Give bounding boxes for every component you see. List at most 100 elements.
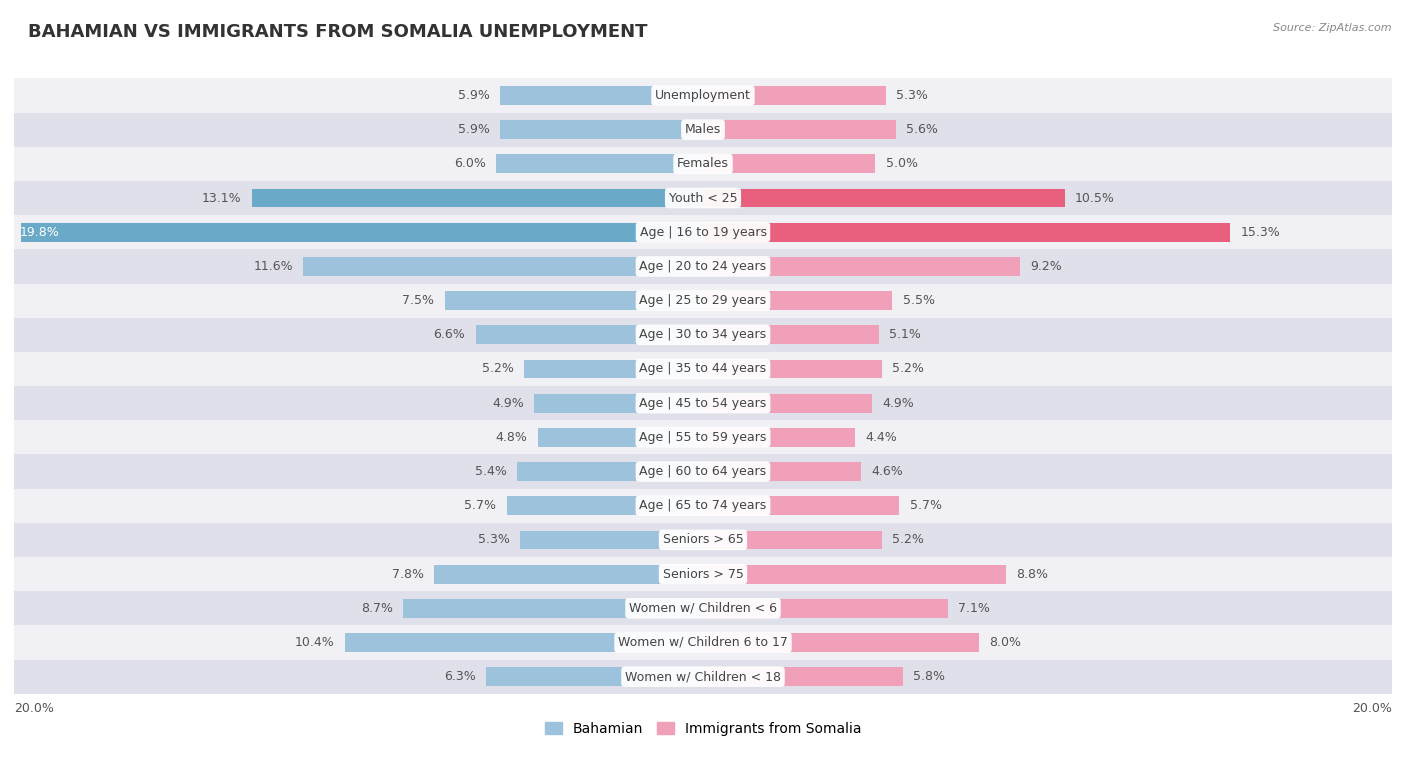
Bar <box>14 454 1392 488</box>
Text: Seniors > 65: Seniors > 65 <box>662 534 744 547</box>
Bar <box>703 599 948 618</box>
Text: 11.6%: 11.6% <box>253 260 292 273</box>
Text: 8.8%: 8.8% <box>1017 568 1049 581</box>
Bar <box>703 120 896 139</box>
Bar <box>14 79 1392 113</box>
Text: Women w/ Children 6 to 17: Women w/ Children 6 to 17 <box>619 636 787 649</box>
Text: BAHAMIAN VS IMMIGRANTS FROM SOMALIA UNEMPLOYMENT: BAHAMIAN VS IMMIGRANTS FROM SOMALIA UNEM… <box>28 23 648 41</box>
Bar <box>14 420 1392 454</box>
Text: 4.8%: 4.8% <box>495 431 527 444</box>
Bar <box>14 147 1392 181</box>
Bar <box>444 291 703 310</box>
Bar <box>304 257 703 276</box>
Bar <box>14 557 1392 591</box>
Text: 13.1%: 13.1% <box>202 192 242 204</box>
Bar <box>475 326 703 344</box>
Bar <box>14 249 1392 284</box>
Bar <box>703 667 903 686</box>
Bar <box>14 625 1392 659</box>
Bar <box>537 428 703 447</box>
Text: 6.3%: 6.3% <box>444 670 475 683</box>
Text: Source: ZipAtlas.com: Source: ZipAtlas.com <box>1274 23 1392 33</box>
Text: Women w/ Children < 6: Women w/ Children < 6 <box>628 602 778 615</box>
Text: 15.3%: 15.3% <box>1240 226 1279 238</box>
Text: Age | 55 to 59 years: Age | 55 to 59 years <box>640 431 766 444</box>
Bar <box>21 223 703 241</box>
Text: Age | 45 to 54 years: Age | 45 to 54 years <box>640 397 766 410</box>
Text: Females: Females <box>678 157 728 170</box>
Text: Age | 25 to 29 years: Age | 25 to 29 years <box>640 294 766 307</box>
Text: 8.0%: 8.0% <box>988 636 1021 649</box>
Text: 7.8%: 7.8% <box>392 568 425 581</box>
Bar <box>703 462 862 481</box>
Text: 5.3%: 5.3% <box>896 89 928 102</box>
Text: 10.4%: 10.4% <box>295 636 335 649</box>
Text: Age | 35 to 44 years: Age | 35 to 44 years <box>640 363 766 375</box>
Bar <box>14 215 1392 249</box>
Text: Age | 20 to 24 years: Age | 20 to 24 years <box>640 260 766 273</box>
Text: Age | 60 to 64 years: Age | 60 to 64 years <box>640 465 766 478</box>
Bar <box>14 318 1392 352</box>
Bar <box>344 633 703 652</box>
Bar <box>703 497 900 515</box>
Bar <box>703 633 979 652</box>
Bar <box>703 188 1064 207</box>
Bar <box>703 291 893 310</box>
Text: 7.1%: 7.1% <box>957 602 990 615</box>
Bar <box>499 120 703 139</box>
Text: 6.6%: 6.6% <box>433 329 465 341</box>
Text: 5.6%: 5.6% <box>907 123 938 136</box>
Text: 5.2%: 5.2% <box>893 363 924 375</box>
Text: 9.2%: 9.2% <box>1031 260 1062 273</box>
Bar <box>252 188 703 207</box>
Text: Age | 16 to 19 years: Age | 16 to 19 years <box>640 226 766 238</box>
Text: 5.1%: 5.1% <box>889 329 921 341</box>
Text: 8.7%: 8.7% <box>361 602 392 615</box>
Bar <box>520 531 703 550</box>
Text: 5.0%: 5.0% <box>886 157 918 170</box>
Bar <box>703 86 886 105</box>
Bar <box>14 523 1392 557</box>
Bar <box>404 599 703 618</box>
Text: 5.8%: 5.8% <box>912 670 945 683</box>
Bar <box>434 565 703 584</box>
Bar <box>486 667 703 686</box>
Text: Age | 30 to 34 years: Age | 30 to 34 years <box>640 329 766 341</box>
Bar <box>496 154 703 173</box>
Bar <box>703 257 1019 276</box>
Text: 5.2%: 5.2% <box>893 534 924 547</box>
Legend: Bahamian, Immigrants from Somalia: Bahamian, Immigrants from Somalia <box>540 716 866 742</box>
Bar <box>517 462 703 481</box>
Text: 7.5%: 7.5% <box>402 294 434 307</box>
Text: Males: Males <box>685 123 721 136</box>
Text: 10.5%: 10.5% <box>1076 192 1115 204</box>
Text: 6.0%: 6.0% <box>454 157 486 170</box>
Text: 5.5%: 5.5% <box>903 294 935 307</box>
Bar <box>499 86 703 105</box>
Text: 5.7%: 5.7% <box>464 499 496 512</box>
Text: Age | 65 to 74 years: Age | 65 to 74 years <box>640 499 766 512</box>
Text: 5.7%: 5.7% <box>910 499 942 512</box>
Text: Women w/ Children < 18: Women w/ Children < 18 <box>626 670 780 683</box>
Text: 5.4%: 5.4% <box>475 465 506 478</box>
Bar <box>703 531 882 550</box>
Text: 4.9%: 4.9% <box>492 397 524 410</box>
Text: 5.3%: 5.3% <box>478 534 510 547</box>
Text: Seniors > 75: Seniors > 75 <box>662 568 744 581</box>
Text: 19.8%: 19.8% <box>20 226 59 238</box>
Text: 5.9%: 5.9% <box>457 123 489 136</box>
Bar <box>14 488 1392 523</box>
Text: Youth < 25: Youth < 25 <box>669 192 737 204</box>
Bar <box>14 113 1392 147</box>
Bar <box>506 497 703 515</box>
Text: 5.9%: 5.9% <box>457 89 489 102</box>
Bar <box>14 352 1392 386</box>
Bar <box>14 591 1392 625</box>
Text: 4.9%: 4.9% <box>882 397 914 410</box>
Text: 5.2%: 5.2% <box>482 363 513 375</box>
Bar <box>524 360 703 378</box>
Text: 20.0%: 20.0% <box>14 702 53 715</box>
Bar <box>703 360 882 378</box>
Bar <box>703 223 1230 241</box>
Bar <box>703 154 875 173</box>
